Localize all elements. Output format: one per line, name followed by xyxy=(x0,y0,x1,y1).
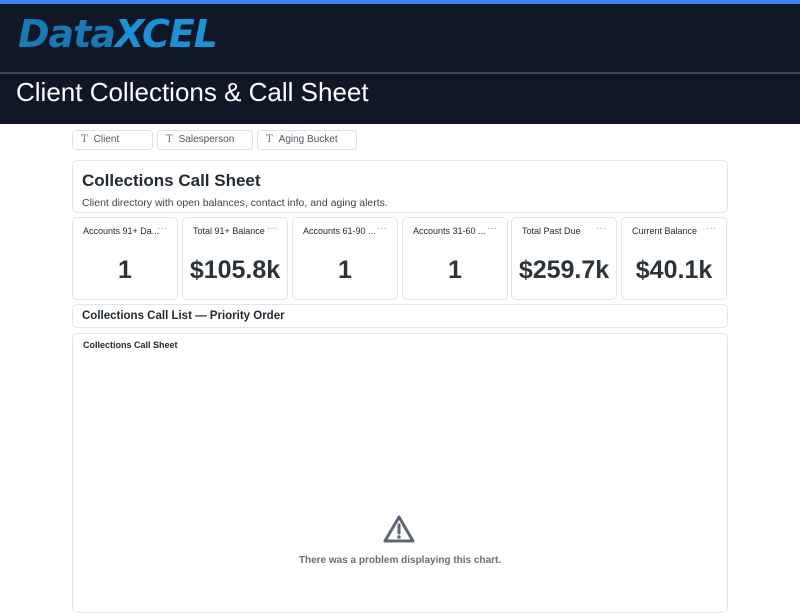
filter-client[interactable]: T Client xyxy=(72,130,153,150)
kpi-card: Total 91+ Balance ··· $105.8k xyxy=(182,217,288,300)
more-icon[interactable]: ··· xyxy=(267,223,277,234)
kpi-card: Accounts 31-60 ... ··· 1 xyxy=(402,217,508,300)
text-type-icon: T xyxy=(81,134,88,145)
kpi-card: Total Past Due ··· $259.7k xyxy=(511,217,617,300)
intro-card: Collections Call Sheet Client directory … xyxy=(72,160,728,213)
dashboard-heading: Collections Call Sheet xyxy=(82,171,261,190)
kpi-card: Accounts 61-90 ... ··· 1 xyxy=(292,217,398,300)
header-divider xyxy=(0,72,800,74)
filter-salesperson[interactable]: T Salesperson xyxy=(157,130,253,150)
text-type-icon: T xyxy=(266,134,273,145)
logo: DataXCEL xyxy=(18,12,218,56)
chart-title: Collections Call Sheet xyxy=(83,340,178,350)
kpi-card: Current Balance ··· $40.1k xyxy=(621,217,727,300)
kpi-card: Accounts 91+ Da... ··· 1 xyxy=(72,217,178,300)
text-type-icon: T xyxy=(166,134,173,145)
dashboard-description: Client directory with open balances, con… xyxy=(82,197,388,209)
more-icon[interactable]: ··· xyxy=(377,223,387,234)
more-icon[interactable]: ··· xyxy=(157,223,167,234)
more-icon[interactable]: ··· xyxy=(487,223,497,234)
chart-error-message: There was a problem displaying this char… xyxy=(298,555,502,566)
chart-card: Collections Call Sheet There was a probl… xyxy=(72,333,728,613)
page-title: Client Collections & Call Sheet xyxy=(16,77,369,107)
warning-icon xyxy=(383,515,415,543)
filter-aging-bucket[interactable]: T Aging Bucket xyxy=(257,130,357,150)
more-icon[interactable]: ··· xyxy=(706,223,716,234)
header: DataXCEL Client Collections & Call Sheet xyxy=(0,4,800,124)
section-header: Collections Call List — Priority Order xyxy=(72,304,728,328)
top-accent-bar xyxy=(0,0,800,4)
more-icon[interactable]: ··· xyxy=(596,223,606,234)
